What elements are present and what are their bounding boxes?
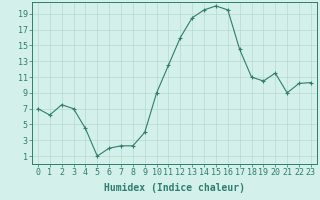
- X-axis label: Humidex (Indice chaleur): Humidex (Indice chaleur): [104, 183, 245, 193]
